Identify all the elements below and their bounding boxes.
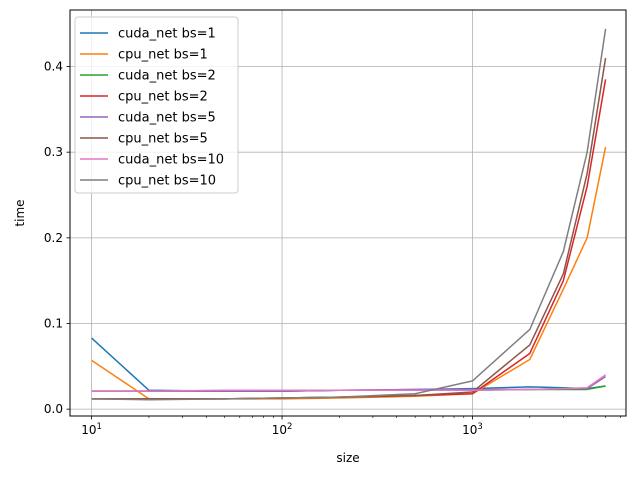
- x-tick-label-base: 10: [462, 423, 477, 437]
- x-tick-label: 102: [272, 422, 293, 437]
- y-tick-label: 0.2: [44, 231, 63, 245]
- x-axis-label: size: [336, 451, 359, 465]
- x-tick-label-exp: 1: [97, 422, 102, 432]
- y-axis-label: time: [13, 199, 27, 226]
- series-line-7: [91, 374, 607, 392]
- x-tick-label: 103: [462, 422, 483, 437]
- series-lines: [91, 28, 607, 401]
- x-tick-label: 101: [81, 422, 102, 437]
- legend: cuda_net bs=1 cpu_net bs=1 cuda_net bs=2 cp…: [74, 16, 239, 194]
- legend-entry: cpu_net bs=1: [118, 48, 208, 63]
- x-tick-label-exp: 3: [477, 422, 482, 432]
- x-tick-label-exp: 2: [287, 422, 292, 432]
- legend-entry: cpu_net bs=2: [118, 90, 208, 105]
- series-line-8: [91, 28, 607, 401]
- y-tick-label: 0.1: [44, 316, 63, 330]
- x-tick-label-base: 10: [272, 423, 287, 437]
- legend-entry: cuda_net bs=10: [118, 153, 224, 168]
- y-tick-label: 0.0: [44, 402, 63, 416]
- y-tick-label: 0.4: [44, 60, 63, 74]
- plot-frame: [69, 9, 627, 417]
- legend-entry: cpu_net bs=10: [118, 174, 216, 189]
- legend-entry: cuda_net bs=2: [118, 69, 216, 84]
- legend-entry: cuda_net bs=5: [118, 111, 216, 126]
- legend-box: [74, 16, 239, 194]
- legend-entry: cpu_net bs=5: [118, 132, 208, 147]
- y-tick-label: 0.3: [44, 145, 63, 159]
- x-tick-label-base: 10: [81, 423, 96, 437]
- legend-entry: cuda_net bs=1: [118, 27, 216, 42]
